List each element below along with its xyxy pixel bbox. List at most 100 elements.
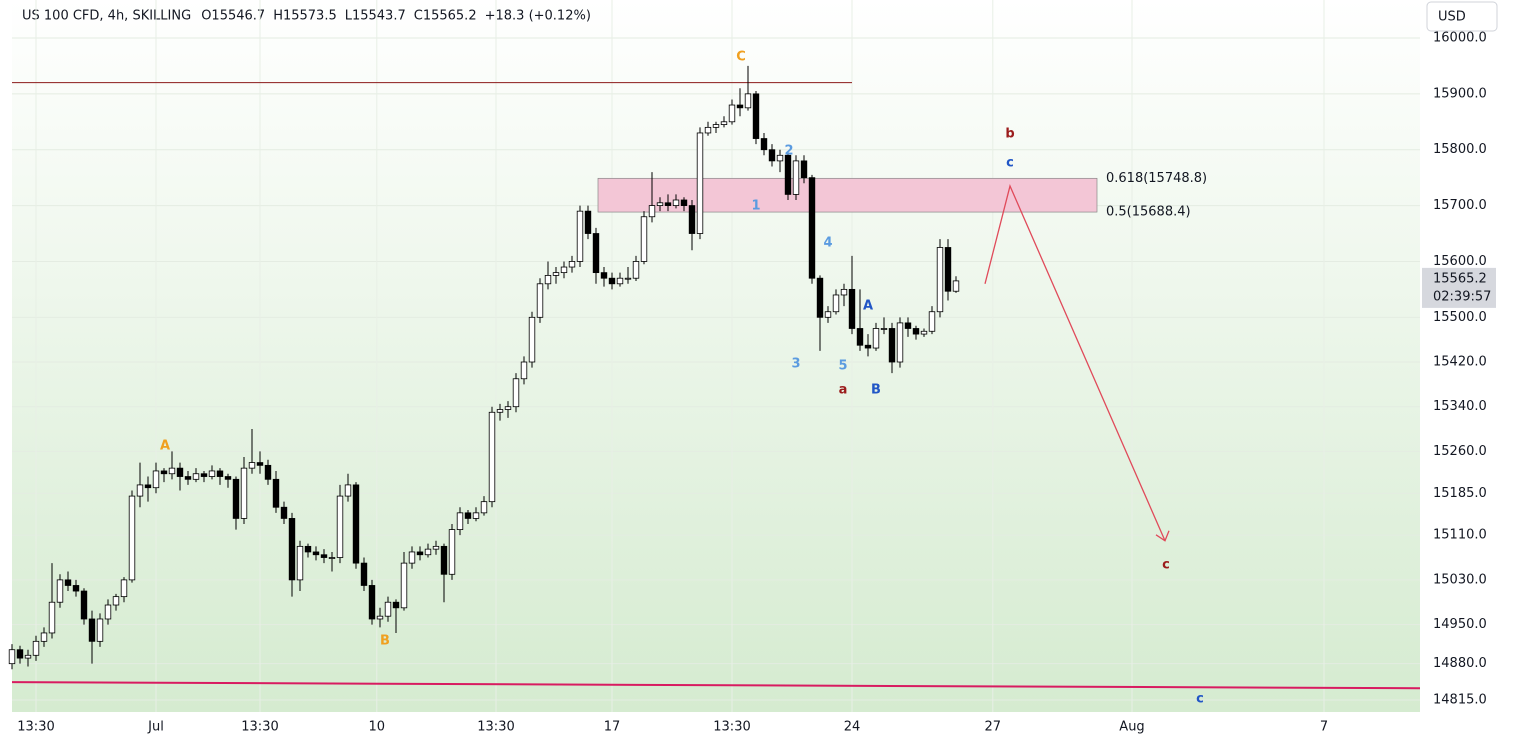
- candle-body: [80, 590, 88, 620]
- candle-body: [648, 205, 656, 218]
- candle-body: [872, 328, 880, 349]
- candle-body: [824, 311, 832, 318]
- y-tick-label: 15030.0: [1433, 572, 1487, 587]
- candle-body: [704, 126, 712, 134]
- candle-body: [560, 266, 568, 274]
- candle-body: [368, 585, 376, 620]
- candle-body: [264, 464, 272, 480]
- candle-body: [592, 233, 600, 274]
- candle-body: [536, 283, 544, 318]
- projection-arrow: [984, 184, 1166, 542]
- candle-body: [736, 104, 744, 109]
- candle-body: [152, 470, 160, 489]
- candle-body: [272, 478, 280, 508]
- y-tick-label: 15340.0: [1433, 399, 1487, 414]
- candle-body: [912, 328, 920, 335]
- ohlc-label: +18.3 (+0.12%): [485, 9, 591, 24]
- candle-body: [752, 93, 760, 139]
- candle-body: [16, 649, 24, 659]
- wave-label: c: [1196, 692, 1204, 707]
- price-axis-background: [1420, 0, 1514, 747]
- candle-body: [928, 311, 936, 332]
- candle-body: [416, 551, 424, 556]
- candle-body: [144, 484, 152, 489]
- candle-body: [160, 470, 168, 475]
- x-tick-label: Aug: [1119, 720, 1144, 735]
- candle-body: [48, 601, 56, 634]
- candle-body: [208, 470, 216, 477]
- wave-label: 1: [751, 199, 760, 214]
- candle-body: [304, 545, 312, 553]
- fib-label: 0.5(15688.4): [1106, 205, 1191, 220]
- candle-body: [880, 328, 888, 330]
- x-tick-label: Jul: [147, 720, 164, 735]
- candle-body: [8, 649, 16, 665]
- candle-body: [760, 138, 768, 151]
- wave-label: B: [380, 634, 390, 649]
- candle-body: [776, 154, 784, 162]
- candle-body: [496, 409, 504, 413]
- x-tick-label: 10: [369, 720, 386, 735]
- y-tick-label: 15420.0: [1433, 355, 1487, 370]
- currency-button[interactable]: [1426, 1, 1498, 32]
- candle-body: [792, 160, 800, 195]
- candle-body: [480, 501, 488, 514]
- wave-label: A: [160, 439, 170, 454]
- candle-body: [40, 632, 48, 642]
- y-tick-label: 14880.0: [1433, 656, 1487, 671]
- candle-body: [632, 261, 640, 279]
- candle-body: [616, 277, 624, 285]
- candle-body: [856, 328, 864, 346]
- candle-body: [72, 585, 80, 592]
- y-tick-label: 14950.0: [1433, 617, 1487, 632]
- y-tick-label: 16000.0: [1433, 30, 1487, 45]
- ohlc-label: L15543.7: [345, 9, 406, 24]
- y-tick-label: 15900.0: [1433, 86, 1487, 101]
- candle-body: [360, 562, 368, 586]
- candle-body: [640, 216, 648, 262]
- wave-label: A: [863, 299, 873, 314]
- ohlc-label: H15573.5: [273, 9, 337, 24]
- candle-body: [192, 473, 200, 480]
- candle-body: [224, 476, 232, 480]
- candle-body: [504, 406, 512, 410]
- candle-body: [608, 277, 616, 285]
- candle-body: [296, 545, 304, 581]
- plot-background: [12, 0, 1420, 712]
- candle-body: [784, 154, 792, 195]
- wave-label: 3: [791, 357, 800, 372]
- candle-body: [432, 545, 440, 550]
- candle-body: [696, 132, 704, 234]
- fib-zone: [597, 177, 1098, 213]
- candle-body: [832, 294, 840, 313]
- candle-body: [320, 554, 328, 558]
- y-tick-label: 15260.0: [1433, 444, 1487, 459]
- candle-body: [408, 551, 416, 564]
- x-tick-label: 13:30: [713, 720, 750, 735]
- candle-body: [800, 160, 808, 179]
- candle-body: [392, 601, 400, 609]
- candle-body: [768, 149, 776, 162]
- symbol: US 100 CFD, 4h, SKILLING: [22, 9, 191, 24]
- candle-body: [488, 411, 496, 503]
- candle-body: [816, 277, 824, 318]
- candle-body: [896, 322, 904, 363]
- y-tick-label: 15185.0: [1433, 486, 1487, 501]
- candle-body: [344, 484, 352, 497]
- x-tick-label: 17: [604, 720, 621, 735]
- candle-body: [400, 562, 408, 609]
- candle-body: [216, 470, 224, 477]
- candle-body: [376, 615, 384, 620]
- candle-body: [888, 328, 896, 363]
- candle-body: [728, 104, 736, 123]
- candle-body: [808, 177, 816, 279]
- y-tick-label: 15500.0: [1433, 310, 1487, 325]
- candle-body: [88, 618, 96, 642]
- candle-body: [920, 330, 928, 335]
- wave-label: c: [1162, 558, 1170, 573]
- ohlc-label: O15546.7: [201, 9, 265, 24]
- candle-body: [280, 506, 288, 519]
- candle-body: [312, 551, 320, 556]
- wave-label: C: [736, 50, 746, 65]
